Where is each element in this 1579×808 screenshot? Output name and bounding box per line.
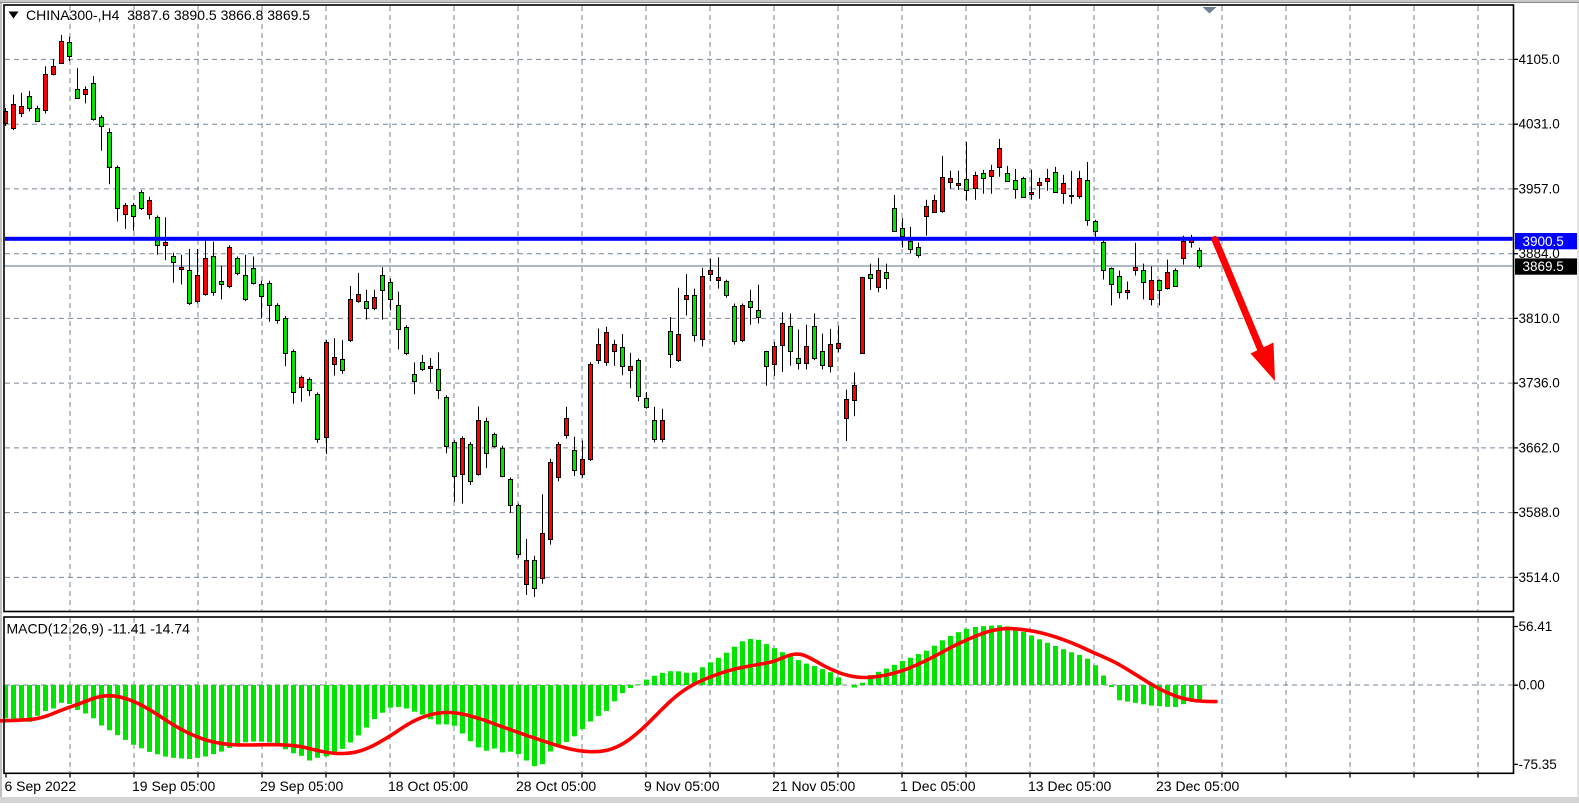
svg-text:3662.0: 3662.0 xyxy=(1519,440,1560,455)
svg-text:29 Sep 05:00: 29 Sep 05:00 xyxy=(260,778,344,794)
svg-text:0.00: 0.00 xyxy=(1519,678,1545,693)
svg-text:4031.0: 4031.0 xyxy=(1519,117,1560,132)
svg-text:4105.0: 4105.0 xyxy=(1519,52,1560,67)
svg-text:19 Sep 05:00: 19 Sep 05:00 xyxy=(132,778,216,794)
svg-text:MACD(12,26,9) -11.41 -14.74: MACD(12,26,9) -11.41 -14.74 xyxy=(7,621,191,637)
svg-text:56.41: 56.41 xyxy=(1519,619,1553,634)
svg-text:18 Oct 05:00: 18 Oct 05:00 xyxy=(388,778,468,794)
svg-text:3869.5: 3869.5 xyxy=(1523,259,1564,274)
svg-text:3588.0: 3588.0 xyxy=(1519,505,1560,520)
svg-text:3900.5: 3900.5 xyxy=(1523,234,1564,249)
svg-text:6 Sep 2022: 6 Sep 2022 xyxy=(5,778,77,794)
svg-text:3957.0: 3957.0 xyxy=(1519,181,1560,196)
svg-text:9 Nov 05:00: 9 Nov 05:00 xyxy=(644,778,720,794)
svg-text:3736.0: 3736.0 xyxy=(1519,376,1560,391)
svg-text:23 Dec 05:00: 23 Dec 05:00 xyxy=(1156,778,1239,794)
svg-text:1 Dec 05:00: 1 Dec 05:00 xyxy=(900,778,976,794)
svg-text:3514.0: 3514.0 xyxy=(1519,570,1560,585)
svg-text:3810.0: 3810.0 xyxy=(1519,311,1560,326)
svg-text:28 Oct 05:00: 28 Oct 05:00 xyxy=(516,778,596,794)
svg-text:13 Dec 05:00: 13 Dec 05:00 xyxy=(1028,778,1111,794)
svg-text:-75.35: -75.35 xyxy=(1519,757,1557,772)
svg-text:21 Nov 05:00: 21 Nov 05:00 xyxy=(772,778,855,794)
svg-text:CHINA300-,H4 3887.6 3890.5 38: CHINA300-,H4 3887.6 3890.5 3866.8 3869.5 xyxy=(26,7,310,23)
